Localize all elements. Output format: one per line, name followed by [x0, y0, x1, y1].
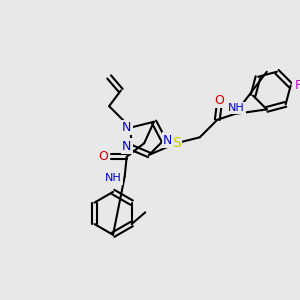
Text: S: S [172, 136, 181, 150]
Text: N: N [122, 121, 131, 134]
Text: O: O [214, 94, 224, 107]
Text: N: N [122, 140, 131, 153]
Text: NH: NH [227, 103, 244, 113]
Text: O: O [98, 150, 108, 163]
Text: N: N [163, 134, 172, 147]
Text: NH: NH [105, 173, 122, 183]
Text: F: F [295, 79, 300, 92]
